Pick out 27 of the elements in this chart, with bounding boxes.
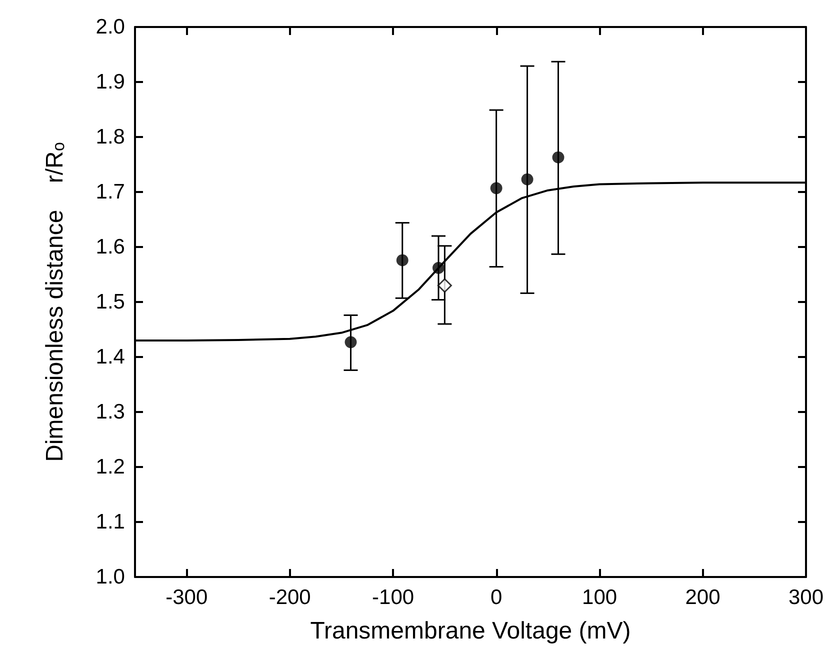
y-tick-label: 2.0	[96, 16, 125, 38]
y-tick-label: 1.1	[96, 510, 125, 534]
x-tick-label: 0	[490, 586, 502, 609]
x-tick-label: 200	[685, 586, 720, 609]
point	[521, 173, 534, 186]
y-tick-label: 1.8	[96, 126, 125, 148]
y-axis-title: Dimensionless distance r/Rₒ	[42, 142, 68, 462]
point	[432, 262, 444, 274]
x-axis-title: Transmembrane Voltage (mV)	[310, 618, 631, 644]
y-tick-label: 1.6	[96, 236, 125, 258]
y-tick-label: 1.0	[96, 566, 125, 588]
point	[490, 182, 502, 194]
y-tick-label: 1.5	[96, 290, 125, 314]
point	[437, 278, 452, 293]
x-tick-label: -300	[166, 586, 208, 609]
y-tick-label: 1.7	[96, 180, 125, 204]
y-tick-label: 1.4	[96, 346, 126, 368]
x-tick-label: -200	[268, 586, 311, 609]
x-tick-label: 100	[582, 586, 618, 609]
y-tick-label: 1.9	[96, 70, 125, 94]
y-tick-label: 1.2	[96, 456, 125, 478]
point	[552, 151, 564, 164]
y-tick-label: 1.3	[96, 400, 125, 424]
x-tick-label: -100	[372, 586, 414, 609]
x-tick-label: 300	[788, 586, 824, 609]
point	[344, 336, 357, 348]
point	[396, 254, 408, 266]
